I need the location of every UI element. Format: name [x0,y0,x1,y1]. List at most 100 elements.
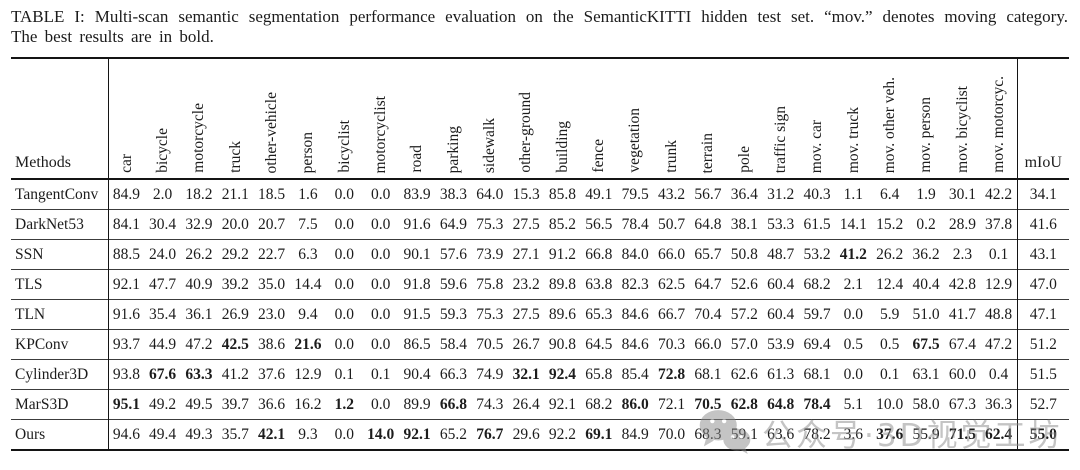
metric-cell: 72.8 [653,359,690,390]
metric-cell: 27.5 [507,299,545,330]
metric-cell: 38.1 [726,209,763,240]
metric-cell: 21.6 [289,329,327,360]
table-row: SSN 88.5 24.0 26.2 29.2 22.7 6.3 0.0 0.0 90.1 57.6… [11,239,1069,270]
metric-cell: 39.7 [217,389,254,420]
metric-cell: 74.9 [471,359,508,390]
column-header: mov. truck [835,58,872,180]
metric-cell: 16.2 [289,389,327,420]
miou-value: 47.0 [1016,269,1069,300]
metric-cell: 66.3 [435,359,472,390]
metric-cell: 38.3 [435,178,472,210]
column-header: bicycle [144,58,181,180]
metric-cell: 37.6 [871,419,908,450]
metric-cell: 95.1 [108,389,145,420]
column-header-label: other-vehicle [262,91,280,173]
metric-cell: 59.7 [798,299,836,330]
metric-cell: 58.0 [907,389,945,420]
metric-cell: 90.8 [544,329,581,360]
metric-cell: 86.0 [617,389,654,420]
metric-cell: 40.3 [798,178,836,210]
metric-cell: 0.0 [362,299,399,330]
miou-value: 52.7 [1016,389,1069,420]
metric-cell: 62.5 [653,269,690,300]
metric-cell: 68.2 [798,269,836,300]
metric-cell: 65.8 [580,359,618,390]
metric-cell: 0.0 [362,329,399,360]
metric-cell: 0.0 [362,389,399,420]
metric-cell: 85.4 [617,359,654,390]
metric-cell: 68.3 [689,419,727,450]
metric-cell: 60.0 [944,359,981,390]
metric-cell: 93.8 [108,359,145,390]
metric-cell: 52.6 [726,269,763,300]
column-header: car [108,58,145,180]
column-header: building [544,58,581,180]
metric-cell: 91.2 [544,239,581,270]
metric-cell: 92.1 [544,389,581,420]
table-row: TLN 91.6 35.4 36.1 26.9 23.0 9.4 0.0 0.0 91.5 59.3… [11,299,1069,330]
metric-cell: 40.4 [907,269,945,300]
miou-value: 51.2 [1016,329,1069,360]
methods-header: Methods [11,58,109,180]
metric-cell: 36.1 [180,299,218,330]
column-header-label: trunk [662,140,680,173]
column-header: terrain [689,58,727,180]
metric-cell: 65.7 [689,239,727,270]
metric-cell: 0.1 [980,239,1017,270]
metric-cell: 67.5 [907,329,945,360]
metric-cell: 49.5 [180,389,218,420]
metric-cell: 41.2 [217,359,254,390]
metric-cell: 20.0 [217,209,254,240]
metric-cell: 60.4 [762,299,799,330]
metric-cell: 44.9 [144,329,181,360]
metric-cell: 84.0 [617,239,654,270]
metric-cell: 84.6 [617,299,654,330]
metric-cell: 1.1 [835,178,872,210]
metric-cell: 0.0 [326,419,363,450]
metric-cell: 94.6 [108,419,145,450]
metric-cell: 50.7 [653,209,690,240]
column-header-label: building [553,121,571,173]
header-row: Methods car bicycle motorcycle truck other-ve… [11,58,1069,180]
column-header-label: pole [735,146,753,173]
miou-header: mIoU [1016,58,1069,180]
metric-cell: 53.9 [762,329,799,360]
metric-cell: 36.2 [907,239,945,270]
metric-cell: 91.6 [108,299,145,330]
metric-cell: 63.3 [180,359,218,390]
metric-cell: 0.0 [362,269,399,300]
metric-cell: 84.6 [617,329,654,360]
column-header-label: mov. motorcyc. [989,76,1007,173]
metric-cell: 42.1 [253,419,290,450]
metric-cell: 42.8 [944,269,981,300]
table-caption: TABLE I: Multi-scan semantic segmentatio… [11,7,1068,47]
metric-cell: 14.1 [835,209,872,240]
metric-cell: 36.6 [253,389,290,420]
metric-cell: 70.0 [653,419,690,450]
metric-cell: 9.3 [289,419,327,450]
metric-cell: 62.8 [726,389,763,420]
metric-cell: 64.9 [435,209,472,240]
column-header-label: sidewalk [481,117,499,173]
metric-cell: 55.9 [907,419,945,450]
metric-cell: 1.2 [326,389,363,420]
metric-cell: 50.8 [726,239,763,270]
metric-cell: 89.8 [544,269,581,300]
column-header-label: truck [226,141,244,173]
metric-cell: 57.2 [726,299,763,330]
metric-cell: 89.6 [544,299,581,330]
metric-cell: 35.7 [217,419,254,450]
metric-cell: 84.1 [108,209,145,240]
metric-cell: 91.6 [398,209,436,240]
metric-cell: 41.2 [835,239,872,270]
metric-cell: 30.1 [944,178,981,210]
metric-cell: 35.4 [144,299,181,330]
metric-cell: 43.2 [653,178,690,210]
metric-cell: 53.2 [798,239,836,270]
column-header-label: mov. bicyclist [953,86,971,173]
column-header-label: fence [590,139,608,173]
metric-cell: 59.3 [435,299,472,330]
metric-cell: 49.3 [180,419,218,450]
metric-cell: 64.7 [689,269,727,300]
metric-cell: 12.4 [871,269,908,300]
